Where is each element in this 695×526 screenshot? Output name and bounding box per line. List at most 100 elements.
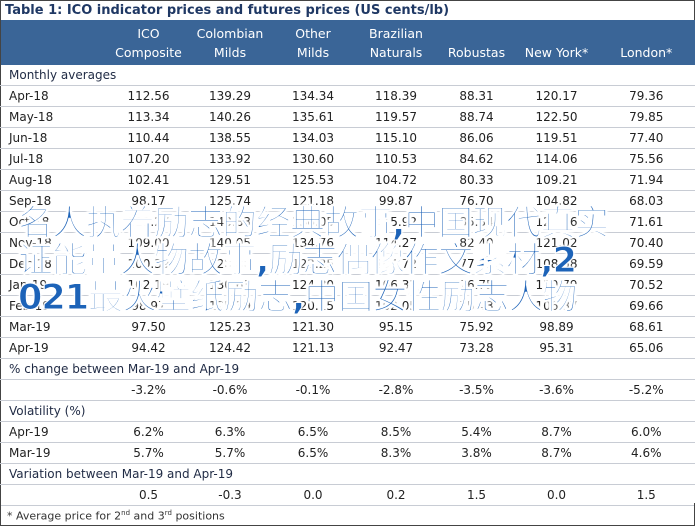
value-cell: 121.30	[271, 316, 355, 338]
value-cell: 98.89	[515, 316, 598, 338]
value-cell: 6.5%	[271, 421, 355, 443]
footnote: * Average price for 2nd and 3rd position…	[0, 503, 695, 526]
value-cell: 108.58	[515, 253, 598, 275]
value-cell: 106.33	[354, 274, 438, 296]
value-cell: 110.53	[354, 148, 438, 170]
value-cell: 92.47	[354, 337, 438, 359]
section-title: Volatility (%)	[0, 400, 695, 422]
value-cell: 129.51	[188, 169, 272, 191]
value-cell: 88.74	[437, 106, 516, 128]
value-cell: 113.34	[108, 106, 189, 128]
section-row: Monthly averages	[0, 65, 695, 86]
value-cell: 0.0	[271, 484, 355, 506]
value-cell: 140.26	[188, 106, 272, 128]
value-cell: 84.62	[437, 148, 516, 170]
value-cell: 134.03	[271, 127, 355, 149]
value-cell: 79.85	[597, 106, 695, 128]
value-cell: 130.60	[271, 148, 355, 170]
footnote-text: positions	[171, 509, 225, 523]
row-label: Jun-18	[0, 127, 109, 149]
value-cell: 125.74	[188, 190, 272, 212]
value-cell: 102.05	[354, 295, 438, 317]
value-cell: 100.39	[108, 253, 189, 275]
value-cell: 0.5	[108, 484, 189, 506]
value-cell: 111.27	[108, 211, 189, 233]
value-cell: 104.72	[354, 169, 438, 191]
value-cell: 75.43	[437, 295, 516, 317]
row-label: Mar-19	[0, 316, 109, 338]
value-cell: 6.5%	[271, 442, 355, 464]
value-cell: 68.61	[597, 316, 695, 338]
value-cell: 70.40	[597, 232, 695, 254]
value-cell: -3.6%	[515, 379, 598, 401]
value-cell: 138.55	[188, 127, 272, 149]
data-row: Feb-19 98.97 125.39 120.15 102.05 75.43 106.87…	[0, 295, 695, 317]
row-label	[0, 484, 109, 506]
row-label	[0, 379, 109, 401]
value-cell: 82.40	[437, 232, 516, 254]
section-title: Variation between Mar-19 and Apr-19	[0, 463, 695, 485]
watermark-overlay: 名人执着励志的经典故事,中国现代真实 证能量人物故事,励志偶像作文素材,2 021最…	[18, 205, 695, 317]
data-row: Apr-19 94.42 124.42 121.13 92.47 73.28 95.31 65…	[0, 337, 695, 359]
value-cell: 121.13	[271, 337, 355, 359]
value-cell: 139.29	[188, 85, 272, 107]
row-label: Aug-18	[0, 169, 109, 191]
value-cell: 71.61	[597, 211, 695, 233]
value-cell: 115.92	[354, 211, 438, 233]
value-cell: -0.1%	[271, 379, 355, 401]
value-cell: 122.25	[271, 253, 355, 275]
value-cell: 104.72	[354, 253, 438, 275]
value-cell: 5.7%	[108, 442, 189, 464]
value-cell: 135.61	[271, 106, 355, 128]
section-title: Monthly averages	[0, 65, 695, 86]
data-row: Mar-19 5.7% 5.7% 6.5% 8.3% 3.8% 8.7% 4.6%	[0, 442, 695, 464]
value-cell: -2.8%	[354, 379, 438, 401]
header-text: Brazilian	[369, 26, 423, 41]
row-label: Nov-18	[0, 232, 109, 254]
value-cell: 109.21	[515, 169, 598, 191]
table-title: Table 1: ICO indicator prices and future…	[0, 0, 695, 20]
value-cell: 6.2%	[108, 421, 189, 443]
value-cell: 112.56	[108, 85, 189, 107]
footnote-sup: rd	[164, 509, 172, 517]
row-label: Oct-18	[0, 211, 109, 233]
header-cell: New York*	[515, 20, 598, 65]
value-cell: 8.7%	[515, 421, 598, 443]
value-cell: 120.17	[515, 85, 598, 107]
header-text: New York*	[524, 45, 589, 60]
value-cell: 115.10	[354, 127, 438, 149]
value-cell: 97.50	[108, 316, 189, 338]
value-cell: 140.83	[188, 211, 272, 233]
value-cell: 121.18	[271, 190, 355, 212]
header-text: Milds	[213, 45, 247, 60]
value-cell: 95.15	[354, 316, 438, 338]
footnote-text: * Average price for 2	[7, 509, 122, 523]
value-cell: 68.03	[597, 190, 695, 212]
footnote-text: and 3	[130, 509, 165, 523]
value-cell: 109.00	[108, 232, 189, 254]
row-label: Jul-18	[0, 148, 109, 170]
value-cell: 128.86	[188, 253, 272, 275]
value-cell: 110.79	[515, 274, 598, 296]
value-cell: 1.5	[597, 484, 695, 506]
data-row: Jan-19 102.19 130.63 124.80 106.33 76.75 110.7…	[0, 274, 695, 296]
data-row: Oct-18 111.27 140.83 136.05 115.92 85.34 122.7…	[0, 211, 695, 233]
value-cell: 119.57	[354, 106, 438, 128]
value-cell: 98.97	[108, 295, 189, 317]
value-cell: 94.42	[108, 337, 189, 359]
value-cell: 136.05	[271, 211, 355, 233]
data-row: May-18 113.34 140.26 135.61 119.57 88.74 122.5…	[0, 106, 695, 128]
row-label: Dec-18	[0, 253, 109, 275]
value-cell: 0.0	[515, 484, 598, 506]
value-cell: 69.66	[597, 295, 695, 317]
value-cell: 76.70	[437, 190, 516, 212]
value-cell: 80.33	[437, 169, 516, 191]
overlay-line: 证能量人物故事,励志偶像作文素材,2	[18, 241, 578, 281]
value-cell: 75.92	[437, 316, 516, 338]
value-cell: 6.0%	[597, 421, 695, 443]
data-row: Jul-18 107.20 133.92 130.60 110.53 84.62 114.0…	[0, 148, 695, 170]
row-label: Feb-19	[0, 295, 109, 317]
table-body: Monthly averages Apr-18 112.56 139.29 134.34…	[0, 65, 695, 506]
data-row: Mar-19 97.50 125.23 121.30 95.15 75.92 98.89 68…	[0, 316, 695, 338]
value-cell: 0.2	[354, 484, 438, 506]
